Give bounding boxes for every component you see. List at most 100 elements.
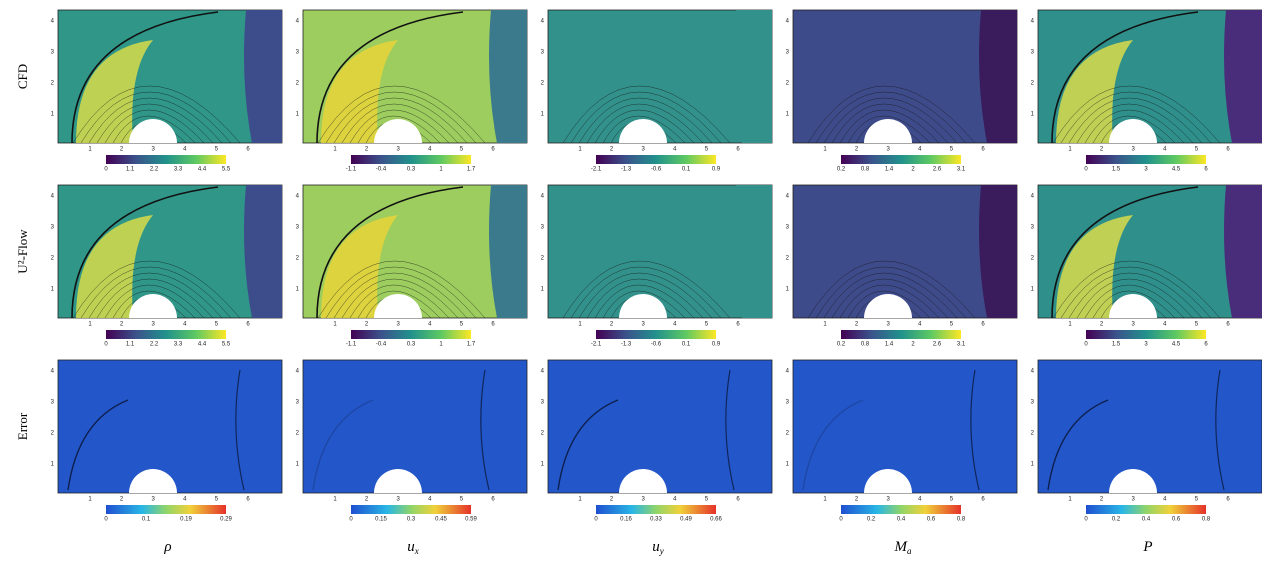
x-tick-label: 2 [365, 497, 369, 503]
colorbar-tick-label: 1.5 [1112, 167, 1121, 173]
x-tick-label: 4 [673, 322, 677, 328]
colorbar: -2.1-1.3-0.60.10.9 [591, 330, 721, 348]
y-tick-label: 1 [51, 462, 55, 468]
colorbar-tick-label: 0 [104, 342, 108, 348]
y-tick-label: 2 [786, 256, 790, 262]
x-tick-label: 3 [397, 497, 401, 503]
colorbar-tick-label: -1.3 [621, 167, 632, 173]
colorbar-tick-label: 4.5 [1172, 342, 1181, 348]
y-tick-label: 4 [541, 369, 545, 375]
colorbar-tick-label: 0.2 [1112, 517, 1121, 523]
colorbar-tick-label: 1.7 [467, 167, 476, 173]
colorbar-tick-label: 1.1 [126, 342, 135, 348]
colorbar-tick-label: 1.4 [885, 342, 894, 348]
x-tick-label: 6 [246, 497, 250, 503]
strip [1224, 10, 1262, 143]
y-tick-label: 1 [51, 287, 55, 293]
colorbar-tick-label: 1.1 [126, 167, 135, 173]
y-tick-label: 2 [541, 81, 545, 87]
panel: 123456123400.20.40.60.8 [786, 360, 1017, 523]
colorbar-tick-label: 6 [1204, 167, 1208, 173]
x-tick-label: 3 [152, 497, 156, 503]
colorbar-gradient [841, 155, 961, 164]
x-tick-label: 2 [120, 147, 124, 153]
colorbar-tick-label: 3 [1144, 342, 1148, 348]
x-tick-label: 6 [491, 497, 495, 503]
strip [244, 10, 282, 143]
x-tick-label: 1 [578, 497, 582, 503]
colorbar-gradient [841, 330, 961, 339]
strip [979, 185, 1017, 318]
colorbar-tick-label: 0.49 [680, 517, 692, 523]
colorbar: 01.12.23.34.45.5 [104, 330, 231, 348]
x-tick-label: 6 [246, 147, 250, 153]
y-tick-label: 2 [1031, 431, 1035, 437]
colorbar-tick-label: 4.4 [198, 167, 207, 173]
x-tick-label: 5 [460, 497, 464, 503]
x-tick-label: 4 [428, 147, 432, 153]
x-tick-label: 2 [610, 147, 614, 153]
x-tick-label: 1 [88, 322, 92, 328]
x-tick-label: 1 [823, 322, 827, 328]
x-tick-label: 1 [823, 147, 827, 153]
figure: 123456123401.12.23.34.45.5123456123401.1… [0, 0, 1262, 565]
column-symbol: ρ [163, 539, 171, 555]
colorbar-tick-label: 2.6 [933, 342, 942, 348]
column-label: ρ [163, 539, 171, 555]
x-tick-label: 2 [120, 322, 124, 328]
colorbar: 0.20.81.422.63.1 [837, 155, 966, 173]
colorbar-gradient [106, 505, 226, 514]
y-tick-label: 1 [296, 462, 300, 468]
x-tick-label: 6 [1226, 497, 1230, 503]
y-tick-label: 4 [786, 19, 790, 25]
colorbar-tick-label: 0.29 [220, 517, 232, 523]
colorbar-tick-label: 0.3 [407, 342, 416, 348]
y-tick-label: 2 [296, 431, 300, 437]
x-tick-label: 3 [397, 322, 401, 328]
colorbar-gradient [596, 155, 716, 164]
x-tick-label: 3 [642, 147, 646, 153]
y-tick-label: 1 [51, 112, 55, 118]
colorbar-tick-label: 0.33 [650, 517, 662, 523]
row-label: Error [15, 412, 30, 440]
colorbar-tick-label: 0.45 [435, 517, 447, 523]
y-tick-label: 4 [51, 369, 55, 375]
y-tick-label: 1 [541, 462, 545, 468]
colorbar-tick-label: -0.4 [376, 342, 387, 348]
y-tick-label: 2 [1031, 81, 1035, 87]
colorbar: 00.20.40.60.8 [1084, 505, 1211, 523]
colorbar-tick-label: -0.4 [376, 167, 387, 173]
y-tick-label: 4 [541, 194, 545, 200]
colorbar-gradient [596, 505, 716, 514]
x-tick-label: 5 [950, 147, 954, 153]
column-symbol: u [652, 539, 660, 555]
x-tick-label: 5 [215, 147, 219, 153]
colorbar-tick-label: 0.6 [927, 517, 936, 523]
colorbar-tick-label: 2 [911, 167, 915, 173]
y-tick-label: 1 [1031, 287, 1035, 293]
colorbar: 00.150.30.450.59 [349, 505, 477, 523]
colorbar-tick-label: 0 [839, 517, 843, 523]
x-tick-label: 5 [460, 147, 464, 153]
x-tick-label: 1 [823, 497, 827, 503]
y-tick-label: 1 [786, 112, 790, 118]
x-tick-label: 6 [736, 147, 740, 153]
y-tick-label: 3 [786, 225, 790, 231]
y-tick-label: 2 [541, 431, 545, 437]
colorbar-tick-label: 0.16 [620, 517, 632, 523]
x-tick-label: 3 [1132, 497, 1136, 503]
x-tick-label: 6 [981, 322, 985, 328]
y-tick-label: 2 [51, 81, 55, 87]
column-label: uy [652, 539, 664, 556]
x-tick-label: 1 [578, 147, 582, 153]
column-label: ux [407, 539, 419, 556]
y-tick-label: 3 [296, 400, 300, 406]
panel: 123456123401.534.56 [1031, 185, 1262, 348]
colorbar-tick-label: 2.6 [933, 167, 942, 173]
colorbar-gradient [106, 330, 226, 339]
y-tick-label: 3 [296, 50, 300, 56]
colorbar-tick-label: 0.4 [1142, 517, 1151, 523]
